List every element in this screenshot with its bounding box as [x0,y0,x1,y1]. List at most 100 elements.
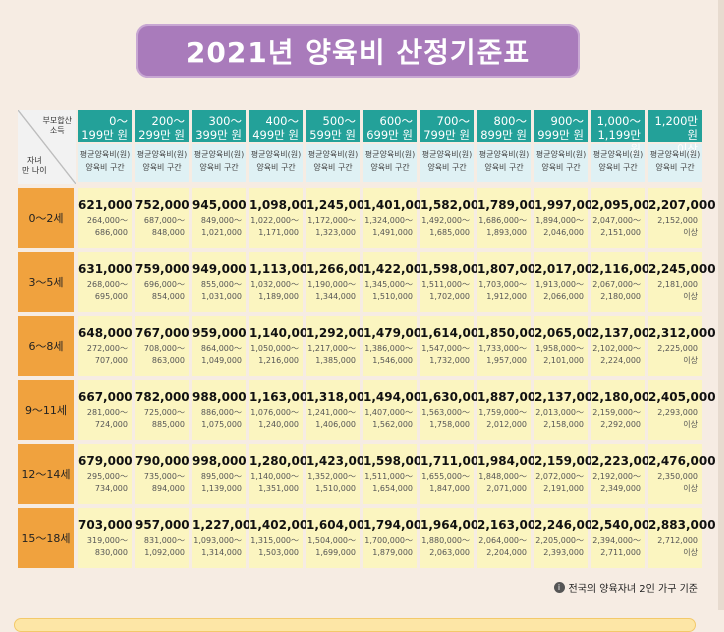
range-upper-bound: 1,732,000 [429,356,470,365]
range-upper-bound: 2,066,000 [543,292,584,301]
income-bracket-label: 1,000～ 1,199만 원 [591,110,645,156]
average-support-amount: 998,000 [192,454,247,468]
table-cell: 782,000 725,000～ 885,000 [135,380,190,440]
range-upper-bound: 이상 [683,292,698,301]
table-cell: 988,000 886,000～ 1,075,000 [192,380,247,440]
income-bracket-line2: 999만 원 [537,128,584,142]
range-lower-bound: 2,181,000 [657,280,698,289]
table-cell: 1,598,000 1,511,000～ 1,702,000 [420,252,488,312]
table-cell: 2,163,000 2,064,000～ 2,204,000 [477,508,545,568]
range-upper-bound: 724,000 [94,420,128,429]
table-cell: 2,312,000 2,225,000 이상 [648,316,716,376]
range-upper-bound: 1,957,000 [486,356,527,365]
range-lower-bound: 2,350,000 [657,472,698,481]
table-cell: 1,604,000 1,504,000～ 1,699,000 [306,508,374,568]
table-cell: 1,494,000 1,407,000～ 1,562,000 [363,380,431,440]
column-subheader: 평균양육비(원) 양육비 구간 [420,144,474,182]
range-lower-bound: 1,022,000～ [250,216,299,225]
range-upper-bound: 854,000 [151,292,185,301]
range-upper-bound: 1,189,000 [258,292,299,301]
table-cell: 752,000 687,000～ 848,000 [135,188,190,248]
average-support-amount: 2,476,000 [648,454,716,468]
income-bracket-label: 400～ 499만 원 [249,110,303,142]
range-lower-bound: 708,000～ [143,344,185,353]
subheader-avg-label: 평균양육비(원) [193,150,245,159]
table-cell: 1,292,000 1,217,000～ 1,385,000 [306,316,374,376]
income-bracket-line1: 300～ [208,114,242,128]
average-support-amount: 1,140,000 [249,326,317,340]
income-bracket-label: 500～ 599만 원 [306,110,360,142]
range-upper-bound: 1,092,000 [144,548,185,557]
table-cell: 1,789,000 1,686,000～ 1,893,000 [477,188,545,248]
subheader-avg-label: 평균양육비(원) [421,150,473,159]
range-upper-bound: 1,406,000 [315,420,356,429]
column-subheader: 평균양육비(원) 양육비 구간 [648,144,702,182]
range-lower-bound: 1,076,000～ [250,408,299,417]
table-cell: 2,137,000 2,102,000～ 2,224,000 [591,316,659,376]
average-support-amount: 1,494,000 [363,390,431,404]
average-support-amount: 667,000 [78,390,133,404]
age-group-label: 3～5세 [18,252,74,312]
income-bracket-line1: 200～ [151,114,185,128]
table-cell: 759,000 696,000～ 854,000 [135,252,190,312]
range-lower-bound: 1,913,000～ [535,280,584,289]
income-bracket-header: 300～ 399만 원 평균양육비(원) 양육비 구간 [192,110,246,184]
average-support-amount: 1,984,000 [477,454,545,468]
range-lower-bound: 1,492,000～ [421,216,470,225]
income-bracket-header: 400～ 499만 원 평균양육비(원) 양육비 구간 [249,110,303,184]
range-upper-bound: 2,101,000 [543,356,584,365]
average-support-amount: 1,401,000 [363,198,431,212]
range-upper-bound: 1,491,000 [372,228,413,237]
column-subheader: 평균양육비(원) 양육비 구간 [135,144,189,182]
average-support-amount: 2,883,000 [648,518,716,532]
average-support-amount: 1,227,000 [192,518,260,532]
range-lower-bound: 725,000～ [143,408,185,417]
table-cell: 949,000 855,000～ 1,031,000 [192,252,247,312]
table-cell: 945,000 849,000～ 1,021,000 [192,188,247,248]
table-cell: 1,402,000 1,315,000～ 1,503,000 [249,508,317,568]
range-upper-bound: 2,204,000 [486,548,527,557]
range-lower-bound: 2,293,000 [657,408,698,417]
range-lower-bound: 2,205,000～ [535,536,584,545]
range-lower-bound: 1,703,000～ [478,280,527,289]
range-upper-bound: 686,000 [94,228,128,237]
range-upper-bound: 1,847,000 [429,484,470,493]
average-support-amount: 2,137,000 [591,326,659,340]
range-lower-bound: 2,152,000 [657,216,698,225]
average-support-amount: 679,000 [78,454,133,468]
age-group-label: 0～2세 [18,188,74,248]
table-cell: 1,266,000 1,190,000～ 1,344,000 [306,252,374,312]
table-corner-header: 부모합산 소득 자녀 만 나이 [18,110,76,184]
income-bracket-line1: 1,000～ [596,114,641,128]
average-support-amount: 2,245,000 [648,262,716,276]
range-upper-bound: 1,049,000 [201,356,242,365]
average-support-amount: 945,000 [192,198,247,212]
range-lower-bound: 2,013,000～ [535,408,584,417]
average-support-amount: 2,017,000 [534,262,602,276]
average-support-amount: 767,000 [135,326,190,340]
income-bracket-line1: 800～ [493,114,527,128]
range-lower-bound: 2,064,000～ [478,536,527,545]
range-upper-bound: 1,139,000 [201,484,242,493]
income-bracket-line1: 700～ [436,114,470,128]
column-subheader: 평균양육비(원) 양육비 구간 [249,144,303,182]
subheader-range-label: 양육비 구간 [484,163,524,172]
table-cell: 1,401,000 1,324,000～ 1,491,000 [363,188,431,248]
range-upper-bound: 1,510,000 [315,484,356,493]
average-support-amount: 949,000 [192,262,247,276]
range-lower-bound: 1,172,000～ [307,216,356,225]
range-lower-bound: 1,324,000～ [364,216,413,225]
table-cell: 998,000 895,000～ 1,139,000 [192,444,247,504]
average-support-amount: 1,582,000 [420,198,488,212]
range-lower-bound: 1,504,000～ [307,536,356,545]
range-upper-bound: 2,393,000 [543,548,584,557]
subheader-range-label: 양육비 구간 [655,163,695,172]
subheader-avg-label: 평균양육비(원) [592,150,644,159]
table-cell: 2,245,000 2,181,000 이상 [648,252,716,312]
table-cell: 767,000 708,000～ 863,000 [135,316,190,376]
range-lower-bound: 1,700,000～ [364,536,413,545]
range-lower-bound: 281,000～ [86,408,128,417]
table-cell: 1,794,000 1,700,000～ 1,879,000 [363,508,431,568]
income-bracket-label: 600～ 699만 원 [363,110,417,142]
range-upper-bound: 2,191,000 [543,484,584,493]
